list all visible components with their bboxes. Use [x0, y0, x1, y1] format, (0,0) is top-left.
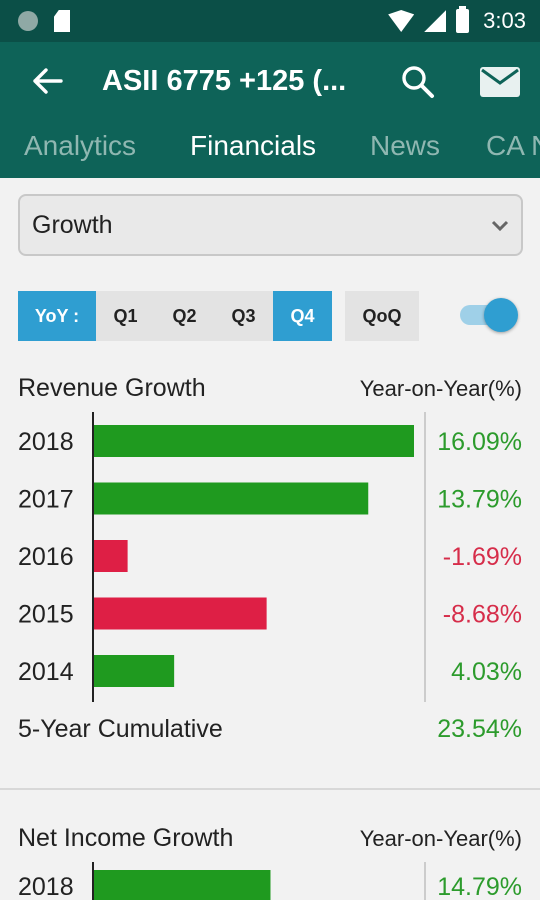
sd-card-icon	[54, 10, 70, 32]
q1-button[interactable]: Q1	[96, 291, 155, 341]
metric-select-value: Growth	[32, 210, 113, 239]
metric-select[interactable]: Growth	[18, 194, 523, 256]
q3-button[interactable]: Q3	[214, 291, 273, 341]
q2-button[interactable]: Q2	[155, 291, 214, 341]
tab-corporate-actions[interactable]: CA N	[486, 130, 540, 161]
category-label-2018: 2018	[18, 873, 74, 900]
tab-financials[interactable]: Financials	[190, 130, 317, 161]
net-income-growth-title: Net Income Growth	[18, 824, 234, 852]
section-divider	[0, 788, 540, 790]
value-label-2014: 4.03%	[451, 658, 522, 686]
wifi-icon	[388, 10, 415, 32]
net-income-growth-chart: 2018 14.79%	[18, 862, 522, 900]
category-label-2018: 2018	[18, 428, 74, 456]
status-bar: 3:03	[0, 0, 540, 42]
signal-icon	[424, 10, 447, 32]
bar-2018	[94, 425, 414, 457]
category-label-2017: 2017	[18, 486, 74, 514]
bar-2016	[94, 540, 128, 572]
bar-2017	[94, 482, 369, 515]
value-label-2018: 16.09%	[437, 428, 522, 456]
cumulative-label: 5-Year Cumulative	[18, 715, 223, 743]
app-bar: ASII 6775 +125 (...	[0, 42, 540, 120]
category-label-2015: 2015	[18, 601, 74, 629]
period-selector: YoY : Q1 Q2 Q3 Q4	[18, 291, 332, 341]
tab-analytics[interactable]: Analytics	[24, 130, 137, 161]
search-icon[interactable]	[398, 62, 438, 102]
revenue-growth-chart: 2018 16.09% 2017 13.79% 2016 -1.69% 2015 -8.68%…	[18, 412, 522, 702]
toggle-thumb	[484, 298, 518, 332]
category-label-2014: 2014	[18, 658, 74, 686]
tab-bar: Analytics Financials News CA N	[0, 120, 540, 178]
value-label-2017: 13.79%	[437, 486, 522, 514]
period-toggle[interactable]	[460, 298, 518, 332]
tab-news[interactable]: News	[370, 130, 441, 161]
qoq-button[interactable]: QoQ	[345, 291, 419, 341]
value-label-2016: -1.69%	[443, 543, 522, 571]
bar-2015	[94, 597, 267, 630]
revenue-growth-title: Revenue Growth	[18, 374, 206, 402]
value-label-2018: 14.79%	[437, 873, 522, 900]
value-label-2015: -8.68%	[443, 601, 522, 629]
notification-dot-icon	[18, 11, 38, 31]
back-arrow-icon[interactable]	[18, 42, 78, 120]
revenue-growth-subtitle: Year-on-Year(%)	[359, 376, 522, 401]
q4-button[interactable]: Q4	[273, 291, 332, 341]
financials-content: Growth YoY : Q1 Q2 Q3 Q4 QoQ Revenue Gro…	[0, 178, 540, 900]
mail-icon[interactable]	[478, 62, 522, 102]
battery-icon	[456, 6, 470, 33]
yoy-button[interactable]: YoY :	[18, 291, 96, 341]
category-label-2016: 2016	[18, 543, 74, 571]
bar-2018	[94, 870, 271, 900]
status-time: 3:03	[483, 8, 526, 33]
chevron-down-icon	[491, 220, 509, 232]
page-title: ASII 6775 +125 (...	[102, 64, 347, 97]
net-income-growth-subtitle: Year-on-Year(%)	[359, 826, 522, 851]
cumulative-value: 23.54%	[437, 715, 522, 743]
bar-2014	[94, 655, 175, 687]
